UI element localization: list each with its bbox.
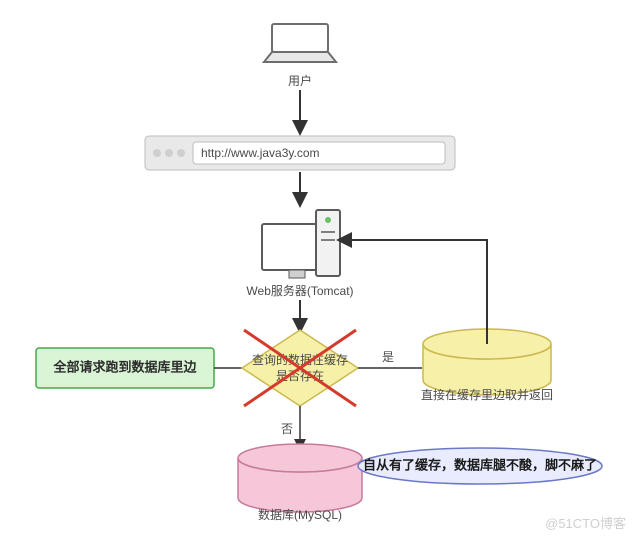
yes-label: 是 [382, 350, 394, 364]
database-top [238, 444, 362, 472]
cache-label: 直接在缓存里边取并返回 [421, 387, 553, 402]
laptop-screen [272, 24, 328, 52]
traffic-dot-icon [153, 149, 161, 157]
database-cylinder: 数据库(MySQL) [238, 444, 362, 522]
request-box-text: 全部请求跑到数据库里边 [52, 359, 197, 374]
user-node: 用户 [264, 24, 336, 88]
database-label: 数据库(MySQL) [258, 507, 342, 522]
arrow-cache-to-server [340, 240, 487, 344]
laptop-base [264, 52, 336, 62]
url-text: http://www.java3y.com [201, 146, 320, 160]
traffic-dot-icon [177, 149, 185, 157]
server-node: Web服务器(Tomcat) [246, 210, 353, 298]
power-led-icon [325, 217, 331, 223]
user-label: 用户 [288, 73, 312, 88]
watermark: @51CTO博客 [545, 513, 626, 532]
speech-bubble: 自从有了缓存，数据库腿不酸，脚不麻了 [358, 448, 602, 484]
server-label: Web服务器(Tomcat) [246, 283, 353, 298]
decision-text-1: 查询的数据在缓存 [252, 352, 348, 367]
no-label: 否 [281, 422, 293, 436]
speech-text: 自从有了缓存，数据库腿不酸，脚不麻了 [363, 457, 597, 472]
browser-bar: http://www.java3y.com [145, 136, 455, 170]
traffic-dot-icon [165, 149, 173, 157]
monitor-stand [289, 270, 305, 278]
all-requests-box: 全部请求跑到数据库里边 [36, 348, 214, 388]
